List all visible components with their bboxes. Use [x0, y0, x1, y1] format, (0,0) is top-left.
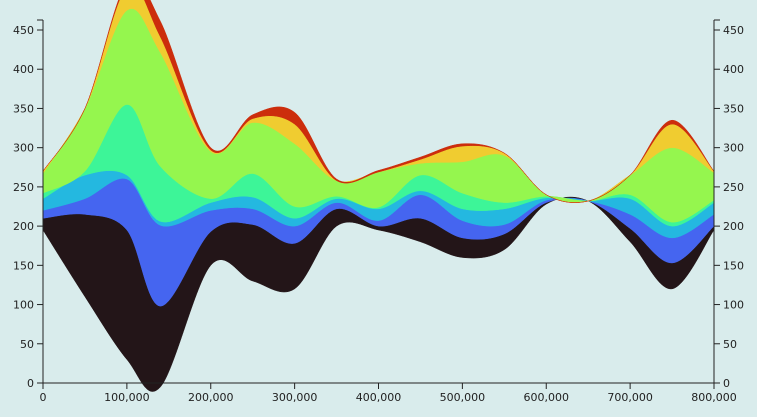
- y-tick-label-left: 100: [13, 299, 34, 312]
- y-tick-label-right: 400: [723, 63, 744, 76]
- y-tick-label-right: 50: [723, 338, 737, 351]
- y-tick-label-right: 0: [723, 377, 730, 390]
- x-tick-label: 700,000: [607, 391, 653, 404]
- y-tick-label-left: 450: [13, 24, 34, 37]
- x-tick-label: 800,000: [691, 391, 737, 404]
- x-tick-label: 300,000: [272, 391, 318, 404]
- y-tick-label-right: 300: [723, 142, 744, 155]
- y-tick-label-right: 450: [723, 24, 744, 37]
- y-tick-label-left: 50: [20, 338, 34, 351]
- y-tick-label-right: 100: [723, 299, 744, 312]
- y-tick-label-right: 200: [723, 220, 744, 233]
- x-tick-label: 500,000: [440, 391, 486, 404]
- x-tick-label: 400,000: [356, 391, 402, 404]
- y-tick-label-right: 250: [723, 181, 744, 194]
- y-tick-label-left: 250: [13, 181, 34, 194]
- y-tick-label-left: 350: [13, 102, 34, 115]
- x-tick-label: 100,000: [104, 391, 150, 404]
- stream-layers: [42, 0, 715, 392]
- y-tick-label-left: 150: [13, 259, 34, 272]
- y-tick-label-left: 200: [13, 220, 34, 233]
- x-tick-label: 200,000: [188, 391, 234, 404]
- y-tick-label-left: 0: [27, 377, 34, 390]
- x-tick-label: 600,000: [524, 391, 570, 404]
- x-tick-label: 0: [40, 391, 47, 404]
- y-tick-label-left: 400: [13, 63, 34, 76]
- y-tick-label-right: 350: [723, 102, 744, 115]
- y-tick-label-left: 300: [13, 142, 34, 155]
- y-tick-label-right: 150: [723, 259, 744, 272]
